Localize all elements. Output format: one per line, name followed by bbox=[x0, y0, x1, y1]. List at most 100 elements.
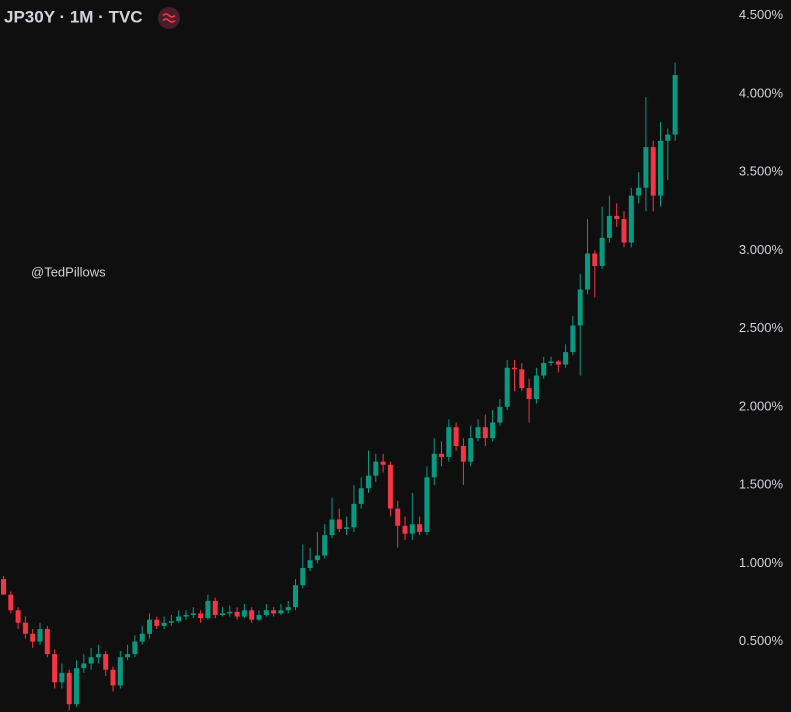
candle-body bbox=[512, 367, 517, 370]
candle-body bbox=[314, 555, 320, 561]
candle-body bbox=[161, 622, 167, 626]
candle-body bbox=[263, 610, 269, 615]
candle-body bbox=[373, 461, 379, 476]
candle-body bbox=[533, 375, 539, 400]
candle-body bbox=[395, 508, 401, 526]
candle-body bbox=[110, 669, 116, 686]
candle-body bbox=[402, 525, 408, 534]
candle-body bbox=[468, 438, 474, 462]
candle-body bbox=[271, 610, 277, 614]
candle-body bbox=[139, 633, 145, 642]
y-tick-label: 0.500% bbox=[739, 633, 784, 648]
candle-body bbox=[351, 503, 357, 528]
chart-title: JP30Y · 1M · TVC bbox=[4, 7, 143, 26]
candle-body bbox=[585, 253, 590, 290]
y-tick-label: 1.500% bbox=[739, 477, 784, 492]
candle-body bbox=[650, 147, 656, 196]
candle-body bbox=[198, 613, 204, 619]
candle-body bbox=[614, 215, 620, 220]
candle-body bbox=[490, 422, 496, 439]
candle-body bbox=[22, 622, 28, 634]
candle-body bbox=[336, 519, 342, 529]
y-tick-label: 2.500% bbox=[739, 320, 784, 335]
candle-body bbox=[446, 427, 452, 457]
candle-body bbox=[117, 657, 123, 686]
candle-body bbox=[424, 477, 430, 533]
y-tick-label: 2.000% bbox=[739, 398, 784, 413]
candle-body bbox=[409, 524, 415, 534]
source-icon[interactable] bbox=[158, 7, 180, 29]
candle-body bbox=[256, 614, 262, 620]
candle-body bbox=[241, 610, 247, 617]
candle-body bbox=[504, 367, 510, 407]
candle-body bbox=[66, 672, 72, 705]
candle-body bbox=[548, 361, 554, 364]
candle-body bbox=[307, 560, 313, 569]
candle-body bbox=[300, 568, 306, 586]
candle-body bbox=[672, 75, 678, 135]
candle-body bbox=[59, 672, 65, 683]
candle-body bbox=[154, 619, 160, 626]
candle-body bbox=[125, 654, 131, 658]
candle-body bbox=[643, 147, 649, 188]
candle-body bbox=[380, 461, 386, 465]
candle-body bbox=[665, 134, 671, 141]
y-tick-label: 3.500% bbox=[739, 164, 784, 179]
candle-body bbox=[176, 616, 182, 622]
candle-body bbox=[147, 619, 152, 634]
candle-body bbox=[227, 611, 233, 614]
candle-body bbox=[475, 427, 481, 439]
candle-body bbox=[37, 629, 43, 642]
candle-body bbox=[358, 488, 364, 504]
candle-body bbox=[88, 657, 94, 664]
candle-body bbox=[132, 641, 138, 655]
candle-body bbox=[482, 427, 488, 439]
plot-area bbox=[1, 62, 678, 711]
watermark: @TedPillows bbox=[31, 264, 106, 279]
y-tick-label: 4.000% bbox=[739, 85, 784, 100]
candle-body bbox=[636, 187, 642, 196]
candle-body bbox=[44, 629, 50, 655]
candle-body bbox=[599, 237, 605, 267]
candle-body bbox=[285, 607, 291, 611]
y-tick-label: 1.000% bbox=[739, 555, 784, 570]
candle-body bbox=[81, 663, 87, 669]
candle-body bbox=[74, 668, 79, 705]
candle-body bbox=[205, 600, 211, 619]
candle-body bbox=[190, 613, 196, 615]
candle-body bbox=[15, 610, 21, 623]
candle-body bbox=[366, 475, 371, 489]
candle-body bbox=[168, 621, 174, 623]
candle-body bbox=[570, 325, 576, 353]
candle-body bbox=[519, 369, 525, 389]
candle-body bbox=[453, 427, 459, 446]
candle-body bbox=[1, 578, 6, 595]
candle-body bbox=[329, 519, 335, 536]
y-tick-label: 4.500% bbox=[739, 7, 784, 22]
candle-body bbox=[293, 585, 298, 608]
candle-body bbox=[541, 363, 547, 376]
candle-body bbox=[606, 215, 612, 238]
candle-body bbox=[563, 352, 569, 365]
candle-body bbox=[183, 614, 189, 617]
candle-body bbox=[95, 654, 101, 658]
candle-body bbox=[387, 464, 393, 509]
candle-body bbox=[439, 453, 444, 457]
candle-body bbox=[658, 140, 663, 196]
candle-body bbox=[460, 445, 466, 462]
candle-body bbox=[220, 613, 225, 615]
candle-body bbox=[417, 524, 423, 533]
candle-body bbox=[344, 527, 350, 529]
candle-body bbox=[592, 253, 598, 267]
candle-body bbox=[234, 611, 240, 617]
candle-body bbox=[52, 654, 58, 683]
candle-body bbox=[103, 654, 109, 670]
candle-body bbox=[431, 453, 437, 478]
candle-body bbox=[30, 633, 36, 642]
y-tick-label: 3.000% bbox=[739, 242, 784, 257]
candle-body bbox=[555, 361, 561, 365]
candle-body bbox=[212, 600, 218, 615]
